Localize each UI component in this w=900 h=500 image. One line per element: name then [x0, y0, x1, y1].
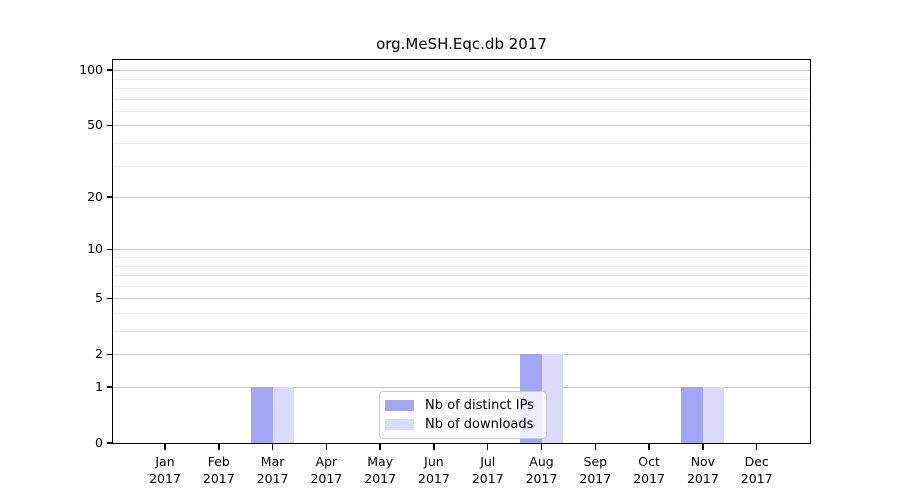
gridline-minor	[113, 265, 810, 267]
y-tick-mark	[107, 353, 113, 355]
plot-area: Nb of distinct IPs Nb of downloads	[113, 60, 810, 443]
x-tick-month: Dec	[744, 454, 769, 469]
x-tick-mark	[648, 444, 650, 450]
x-tick-label: Jun 2017	[392, 453, 476, 487]
gridline-major	[113, 387, 810, 388]
x-tick-mark	[271, 444, 274, 450]
x-tick-year: 2017	[579, 471, 612, 486]
x-tick-month: Jul	[480, 454, 496, 469]
x-tick-year: 2017	[686, 471, 719, 486]
y-tick-mark	[107, 196, 113, 198]
gridline-major	[113, 125, 810, 127]
x-tick-year: 2017	[633, 471, 666, 486]
gridline-minor	[113, 88, 810, 90]
gridline-minor	[113, 165, 810, 167]
x-tick-month: May	[367, 454, 394, 469]
x-tick-year: 2017	[310, 471, 343, 486]
x-tick-year: 2017	[202, 471, 235, 486]
y-tick-label: 5	[95, 290, 103, 306]
x-tick-mark	[702, 444, 704, 450]
y-tick-mark	[107, 297, 113, 299]
x-tick-year: 2017	[525, 471, 558, 486]
x-tick-year: 2017	[740, 471, 773, 486]
y-tick-label: 10	[87, 241, 103, 257]
legend-label-distinct-ips: Nb of distinct IPs	[425, 398, 534, 413]
x-tick-label: May 2017	[338, 453, 422, 487]
x-tick-label: Jul 2017	[446, 453, 530, 487]
x-tick-mark	[486, 444, 489, 450]
x-tick-mark	[433, 444, 435, 450]
gridline-major	[113, 249, 810, 251]
x-tick-month: Aug	[529, 454, 554, 469]
x-tick-label: Apr 2017	[284, 453, 368, 487]
gridlines-layer	[113, 60, 810, 443]
x-tick-mark	[540, 444, 543, 450]
gridline-minor	[113, 257, 810, 258]
x-tick-label: Feb 2017	[177, 453, 261, 487]
legend-label-downloads: Nb of downloads	[425, 417, 534, 432]
y-tick-label: 2	[95, 346, 103, 362]
x-tick-label: Aug 2017	[500, 453, 584, 487]
x-tick-year: 2017	[418, 471, 450, 486]
gridline-major	[113, 298, 810, 300]
x-tick-month: Jan	[155, 454, 175, 469]
bar-nb-of-distinct-ips-mar-2017	[251, 387, 273, 443]
gridline-minor	[113, 110, 810, 112]
x-tick-month: Oct	[638, 454, 660, 469]
gridline-major	[113, 354, 810, 356]
x-tick-year: 2017	[256, 471, 289, 486]
x-tick-label: Oct 2017	[607, 453, 691, 487]
legend-swatch-downloads	[385, 419, 414, 430]
y-tick-mark	[107, 69, 113, 71]
y-tick-mark	[107, 248, 113, 251]
y-tick-label: 0	[95, 435, 103, 450]
gridline-minor	[113, 98, 810, 100]
legend-swatch-distinct-ips	[385, 400, 414, 411]
y-tick-label: 50	[87, 117, 103, 133]
chart-title: org.MeSH.Eqc.db 2017	[376, 35, 547, 53]
x-tick-year: 2017	[364, 471, 397, 486]
legend: Nb of distinct IPs Nb of downloads	[379, 391, 547, 439]
y-tick-mark	[107, 442, 113, 444]
x-tick-month: Sep	[583, 454, 608, 469]
x-tick-mark	[594, 444, 597, 450]
x-tick-year: 2017	[471, 471, 504, 486]
gridline-minor	[113, 285, 810, 287]
y-tick-mark	[107, 386, 113, 388]
y-tick-label: 1	[95, 379, 103, 394]
bar-nb-of-downloads-mar-2017	[272, 387, 295, 443]
gridline-minor	[113, 312, 810, 314]
gridline-major	[113, 197, 810, 199]
x-tick-label: Sep 2017	[553, 453, 637, 487]
x-tick-label: Dec 2017	[715, 453, 799, 487]
x-tick-month: Apr	[315, 454, 338, 469]
x-tick-mark	[755, 444, 758, 450]
gridline-minor	[113, 331, 810, 333]
gridline-major	[113, 70, 810, 72]
y-tick-label: 100	[79, 62, 103, 78]
x-tick-month: Nov	[690, 454, 716, 469]
x-tick-label: Nov 2017	[661, 453, 745, 487]
bar-nb-of-downloads-nov-2017	[702, 387, 725, 443]
x-tick-label: Mar 2017	[231, 453, 315, 487]
x-tick-mark	[325, 444, 328, 450]
x-tick-mark	[218, 444, 220, 450]
x-tick-year: 2017	[149, 471, 181, 486]
x-tick-month: Jun	[424, 454, 444, 469]
gridline-minor	[113, 143, 810, 145]
x-tick-month: Mar	[260, 454, 285, 469]
x-tick-label: Jan 2017	[123, 453, 207, 487]
legend-row-distinct-ips: Nb of distinct IPs	[385, 398, 539, 413]
y-tick-label: 20	[87, 189, 103, 205]
gridline-minor	[113, 78, 810, 80]
x-tick-month: Feb	[207, 454, 230, 469]
gridline-minor	[113, 275, 810, 277]
bar-nb-of-distinct-ips-nov-2017	[681, 387, 703, 443]
x-tick-mark	[164, 444, 166, 450]
y-tick-mark	[107, 124, 113, 127]
x-tick-mark	[379, 444, 381, 450]
legend-row-downloads: Nb of downloads	[385, 417, 539, 432]
